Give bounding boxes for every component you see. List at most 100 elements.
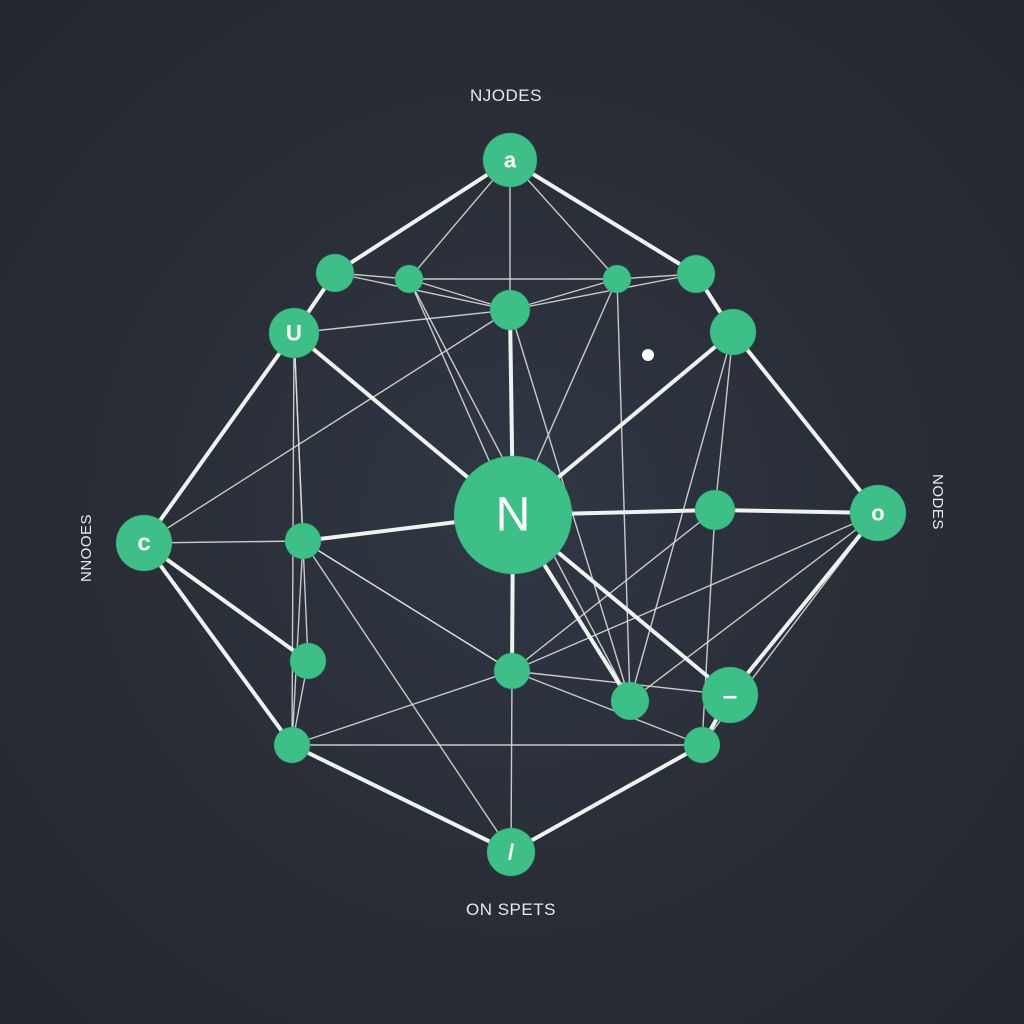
edge-n8-n13 <box>701 509 716 746</box>
node-ring <box>273 726 311 764</box>
node-n9[interactable] <box>602 264 632 294</box>
edge-top-n4 <box>508 158 698 276</box>
edge-n6-n10 <box>291 540 304 746</box>
edge-n5-n12 <box>629 331 734 702</box>
edge-n13-bottom <box>509 743 704 854</box>
node-ring <box>676 254 716 294</box>
edge-n12-n9 <box>616 278 631 702</box>
node-ring <box>610 681 650 721</box>
edge-left-n10 <box>142 541 294 747</box>
edge-n3-n4 <box>509 273 697 311</box>
node-glyph: / <box>508 840 514 865</box>
edge-right-lower-right <box>728 511 880 697</box>
node-glyph: o <box>871 501 884 526</box>
edge-top-n1 <box>333 158 512 275</box>
node-circle <box>684 727 720 763</box>
edge-n12-right <box>629 512 879 702</box>
node-n1[interactable] <box>315 253 355 293</box>
node-n6[interactable] <box>284 522 322 560</box>
edge-layer <box>142 158 880 854</box>
edge-n1-n3 <box>334 272 511 311</box>
node-n11[interactable] <box>493 652 531 690</box>
node-n5[interactable] <box>709 308 757 356</box>
node-ring <box>289 642 327 680</box>
node-ring <box>849 484 907 542</box>
node-glyph: N <box>496 489 531 542</box>
edge-n5-right <box>731 330 880 515</box>
junction-dot <box>642 349 654 361</box>
node-n12[interactable] <box>610 681 650 721</box>
node-circle <box>695 490 735 530</box>
edge-right-n11 <box>511 512 879 672</box>
node-circle <box>494 653 530 689</box>
edge-upper-left-n3 <box>293 309 511 334</box>
node-circle <box>611 682 649 720</box>
node-glyph: a <box>504 148 517 173</box>
node-circle <box>274 727 310 763</box>
node-ring <box>489 289 531 331</box>
node-ring <box>482 132 538 188</box>
node-circle <box>116 515 172 571</box>
node-circle <box>316 254 354 292</box>
node-circle <box>710 309 756 355</box>
node-ring <box>709 308 757 356</box>
edge-upper-left-left <box>142 331 296 545</box>
node-circle <box>702 667 758 723</box>
node-circle <box>487 828 535 876</box>
node-glyph: U <box>286 321 302 346</box>
node-circle <box>483 133 537 187</box>
label-left: NNOOES <box>78 513 95 582</box>
node-n4[interactable] <box>676 254 716 294</box>
edge-n8-n11 <box>511 509 716 672</box>
node-layer: a Nc o U – / <box>115 132 907 877</box>
node-upper-left[interactable]: U <box>268 307 320 359</box>
node-n13[interactable] <box>683 726 721 764</box>
node-ring <box>493 652 531 690</box>
node-circle <box>677 255 715 293</box>
edge-n11-n6 <box>302 540 513 672</box>
edge-n7-left <box>142 541 310 663</box>
node-ring <box>284 522 322 560</box>
node-ring <box>701 666 759 724</box>
edge-n6-bottom <box>302 540 512 853</box>
node-ring <box>315 253 355 293</box>
node-bottom[interactable]: / <box>486 827 536 877</box>
node-left[interactable]: c <box>115 514 173 572</box>
node-circle <box>290 643 326 679</box>
label-right: NODES <box>929 474 946 530</box>
node-circle <box>490 290 530 330</box>
node-top[interactable]: a <box>482 132 538 188</box>
node-n10[interactable] <box>273 726 311 764</box>
node-ring <box>486 827 536 877</box>
edge-left-n3 <box>143 309 511 544</box>
edge-n10-n11 <box>291 670 513 746</box>
node-circle <box>285 523 321 559</box>
edge-upper-left-n7 <box>293 332 309 662</box>
node-circle <box>454 456 572 574</box>
edge-n5-n8 <box>714 331 734 511</box>
node-ring <box>453 455 573 575</box>
node-circle <box>850 485 906 541</box>
node-n8[interactable] <box>694 489 736 531</box>
node-right[interactable]: o <box>849 484 907 542</box>
node-glyph: – <box>723 680 737 710</box>
label-top: NJODES <box>470 86 542 105</box>
node-circle <box>395 265 423 293</box>
node-lower-right[interactable]: – <box>701 666 759 724</box>
node-glyph: c <box>137 530 150 557</box>
node-center[interactable]: N <box>453 455 573 575</box>
node-n2[interactable] <box>394 264 424 294</box>
node-circle <box>603 265 631 293</box>
node-n7[interactable] <box>289 642 327 680</box>
node-ring <box>602 264 632 294</box>
edge-n11-n13 <box>511 670 703 746</box>
node-n3[interactable] <box>489 289 531 331</box>
node-ring <box>268 307 320 359</box>
node-ring <box>394 264 424 294</box>
edge-n11-bottom <box>510 670 513 853</box>
label-bottom: ON SPETS <box>466 900 556 919</box>
edge-n10-bottom <box>290 743 513 854</box>
node-ring <box>115 514 173 572</box>
